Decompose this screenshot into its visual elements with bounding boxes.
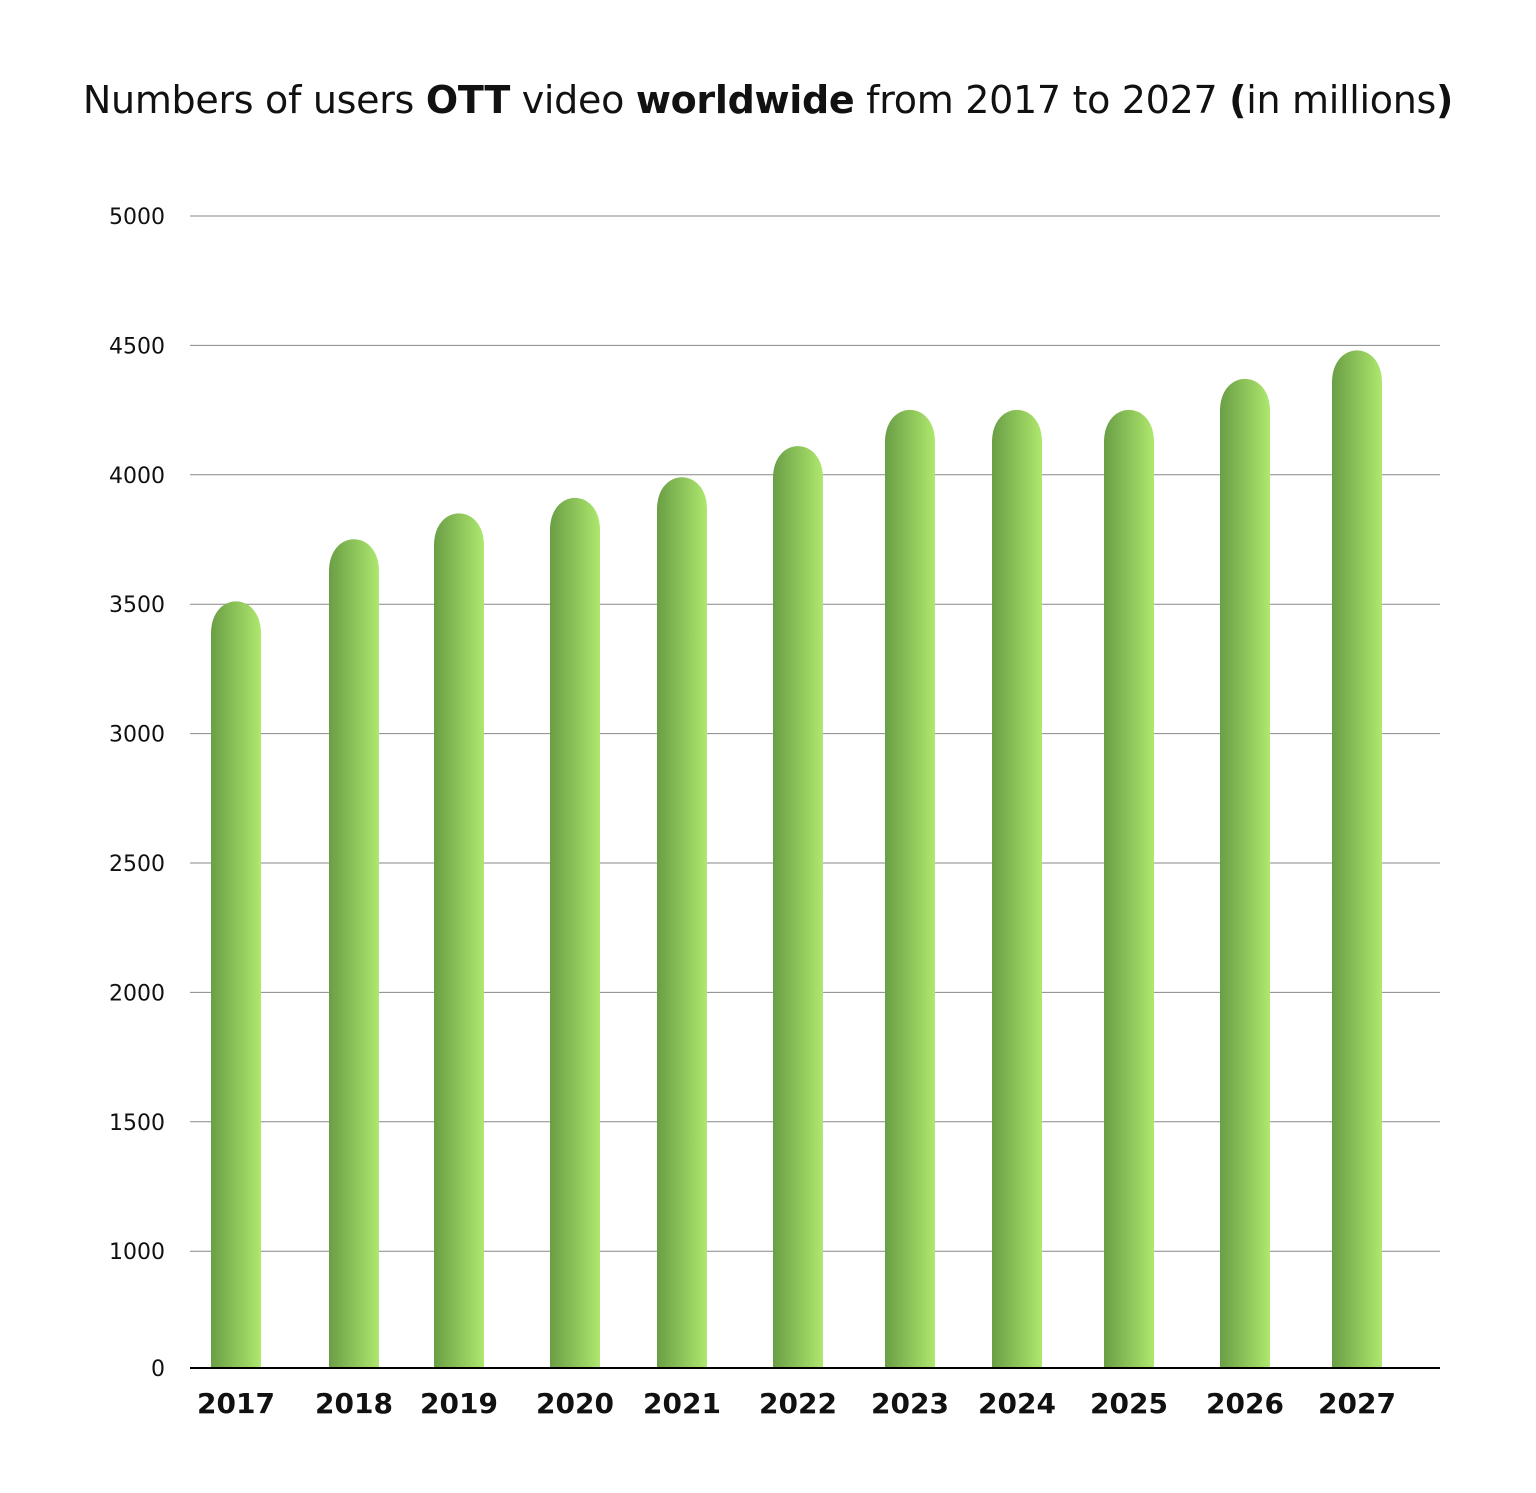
y-tick-label: 0 bbox=[151, 1357, 165, 1382]
bar-2017 bbox=[211, 601, 261, 1368]
bar-2024 bbox=[992, 409, 1042, 1368]
title-segment: video bbox=[509, 78, 636, 122]
y-tick-label: 5000 bbox=[109, 205, 165, 230]
x-tick-label: 2026 bbox=[1206, 1387, 1284, 1420]
x-tick-label: 2017 bbox=[197, 1387, 275, 1420]
bar-2019 bbox=[434, 513, 484, 1368]
bar-2025 bbox=[1104, 409, 1154, 1368]
bar-2018 bbox=[329, 539, 379, 1368]
x-tick-label: 2023 bbox=[871, 1387, 949, 1420]
bar-2026 bbox=[1220, 378, 1270, 1368]
x-tick-label: 2020 bbox=[536, 1387, 614, 1420]
x-tick-label: 2019 bbox=[420, 1387, 498, 1420]
x-tick-label: 2025 bbox=[1090, 1387, 1168, 1420]
bar-2022 bbox=[773, 446, 823, 1369]
y-tick-label: 1000 bbox=[109, 1240, 165, 1265]
bar-2023 bbox=[885, 409, 935, 1368]
title-segment: ) bbox=[1436, 78, 1454, 122]
title-segment: OTT bbox=[425, 78, 510, 122]
bar-2027 bbox=[1332, 350, 1382, 1368]
x-tick-label: 2022 bbox=[759, 1387, 837, 1420]
title-segment: from 2017 to 2027 bbox=[854, 78, 1230, 122]
title-segment: worldwide bbox=[635, 78, 855, 122]
y-tick-label: 3000 bbox=[109, 723, 165, 748]
x-tick-label: 2024 bbox=[978, 1387, 1056, 1420]
y-tick-label: 2000 bbox=[109, 981, 165, 1006]
y-tick-label: 1500 bbox=[109, 1111, 165, 1136]
chart-title: Numbers of users OTT video worldwide fro… bbox=[0, 78, 1536, 122]
y-tick-label: 3500 bbox=[109, 593, 165, 618]
y-tick-label: 4000 bbox=[109, 464, 165, 489]
title-segment: in millions bbox=[1246, 78, 1436, 122]
bar-2020 bbox=[550, 497, 600, 1369]
x-tick-label: 2018 bbox=[315, 1387, 393, 1420]
x-tick-label: 2027 bbox=[1318, 1387, 1396, 1420]
y-tick-label: 4500 bbox=[109, 334, 165, 359]
title-segment: Numbers of users bbox=[82, 78, 426, 122]
title-segment: ( bbox=[1229, 78, 1247, 122]
y-tick-label: 2500 bbox=[109, 852, 165, 877]
bar-2021 bbox=[657, 477, 707, 1368]
x-tick-label: 2021 bbox=[643, 1387, 721, 1420]
